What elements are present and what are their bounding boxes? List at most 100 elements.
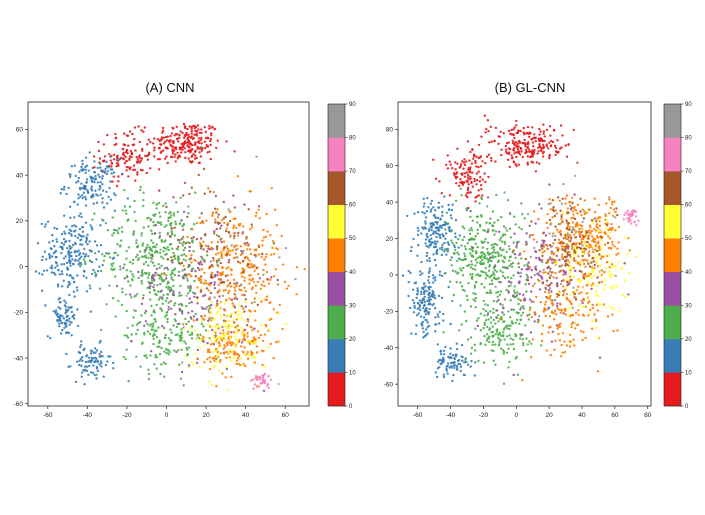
scatter-point-class-2: [174, 222, 178, 226]
scatter-point-class-6: [570, 206, 574, 209]
scatter-point-class-7: [256, 378, 259, 381]
scatter-point-class-1: [414, 332, 418, 336]
scatter-point-class-8: [547, 202, 550, 206]
scatter-point-class-1: [432, 214, 436, 217]
scatter-point-class-0: [527, 132, 531, 136]
scatter-point-class-6: [582, 277, 586, 280]
scatter-point-class-0: [451, 167, 454, 170]
scatter-point-class-2: [475, 319, 479, 322]
scatter-point-class-6: [190, 237, 193, 240]
scatter-point-class-4: [192, 319, 195, 322]
scatter-point-class-4: [281, 327, 284, 331]
scatter-point-class-2: [492, 251, 495, 254]
scatter-point-class-0: [194, 150, 197, 153]
scatter-point-class-1: [431, 289, 434, 293]
scatter-point-class-1: [100, 365, 103, 368]
scatter-point-class-2: [474, 281, 478, 284]
colorbar-tick-label: 10: [685, 370, 692, 376]
scatter-point-class-1: [434, 330, 437, 333]
scatter-point-class-6: [222, 217, 225, 220]
scatter-point-class-2: [132, 316, 135, 319]
scatter-point-class-2: [167, 285, 171, 289]
scatter-point-class-3: [276, 278, 279, 282]
y-tick-label: -60: [384, 381, 394, 388]
scatter-point-class-4: [541, 324, 545, 327]
scatter-point-class-6: [257, 205, 261, 208]
scatter-point-class-2: [120, 303, 124, 306]
scatter-point-class-0: [483, 172, 486, 175]
scatter-point-class-2: [171, 247, 174, 250]
scatter-point-class-4: [228, 289, 231, 293]
scatter-point-class-1: [66, 318, 69, 322]
scatter-point-class-2: [525, 349, 528, 352]
scatter-point-class-4: [205, 282, 208, 285]
scatter-point-class-2: [498, 331, 501, 335]
scatter-point-class-4: [200, 281, 203, 284]
scatter-point-class-5: [602, 305, 606, 308]
scatter-point-class-2: [487, 269, 491, 272]
scatter-point-class-0: [535, 161, 539, 164]
scatter-point-class-5: [582, 306, 585, 309]
scatter-point-class-4: [219, 332, 222, 335]
scatter-point-class-2: [119, 265, 122, 268]
scatter-point-class-2: [494, 363, 497, 366]
scatter-point-class-0: [538, 127, 541, 131]
scatter-point-class-3: [167, 308, 170, 311]
scatter-point-class-3: [519, 308, 522, 311]
scatter-point-class-1: [445, 253, 448, 256]
scatter-point-class-1: [53, 245, 56, 248]
scatter-point-class-1: [437, 216, 440, 220]
scatter-point-class-0: [477, 170, 480, 173]
scatter-point-class-0: [494, 126, 498, 130]
scatter-point-class-4: [274, 341, 278, 344]
scatter-point-class-4: [610, 246, 613, 250]
scatter-point-class-6: [548, 183, 551, 186]
scatter-point-class-4: [248, 282, 251, 285]
scatter-point-class-2: [497, 254, 500, 258]
scatter-point-class-1: [437, 294, 441, 298]
scatter-point-class-1: [454, 353, 457, 357]
scatter-point-class-2: [180, 254, 183, 257]
scatter-point-class-6: [562, 241, 565, 245]
scatter-point-class-2: [150, 239, 153, 242]
scatter-point-class-4: [554, 259, 557, 262]
scatter-point-class-1: [93, 347, 97, 350]
scatter-point-class-3: [522, 293, 525, 296]
scatter-point-class-2: [489, 310, 492, 313]
scatter-point-class-6: [547, 265, 550, 269]
scatter-point-class-7: [252, 378, 255, 381]
scatter-point-class-0: [541, 152, 545, 155]
scatter-point-class-0: [481, 194, 484, 197]
scatter-point-class-2: [125, 269, 128, 272]
scatter-point-class-1: [426, 332, 429, 335]
scatter-point-class-7: [267, 375, 270, 378]
scatter-point-class-0: [182, 143, 186, 146]
scatter-point-class-2: [528, 340, 531, 343]
scatter-point-class-4: [233, 350, 236, 353]
scatter-point-class-4: [264, 255, 268, 259]
scatter-point-class-1: [62, 263, 66, 266]
scatter-point-class-2: [153, 264, 156, 267]
colorbar-frame: [663, 103, 682, 407]
scatter-point-class-2: [447, 222, 450, 225]
scatter-point-class-0: [160, 136, 164, 139]
scatter-point-class-5: [621, 293, 625, 297]
scatter-point-class-1: [99, 244, 103, 247]
scatter-point-class-1: [439, 217, 442, 220]
scatter-point-class-2: [492, 359, 495, 362]
scatter-point-class-4: [255, 211, 258, 215]
scatter-point-class-1: [87, 169, 90, 172]
scatter-point-class-5: [196, 299, 199, 302]
scatter-point-class-6: [584, 272, 587, 275]
scatter-point-class-2: [489, 321, 493, 324]
scatter-point-class-4: [573, 256, 576, 260]
scatter-point-class-2: [188, 333, 191, 337]
scatter-point-class-0: [132, 168, 135, 172]
scatter-point-class-5: [217, 346, 220, 350]
scatter-point-class-5: [579, 278, 583, 282]
scatter-point-class-0: [528, 150, 531, 153]
scatter-point-class-6: [184, 273, 187, 276]
scatter-point-class-1: [430, 228, 433, 232]
scatter-point-class-3: [538, 203, 541, 206]
scatter-point-class-1: [99, 180, 102, 184]
